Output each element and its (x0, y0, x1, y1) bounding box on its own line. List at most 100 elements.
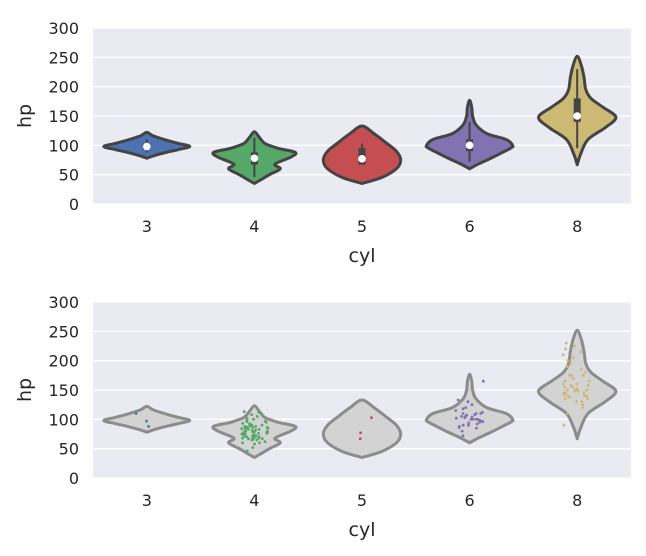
strip-point (243, 427, 247, 431)
strip-point (571, 376, 575, 380)
strip-point (475, 426, 478, 430)
strip-point (251, 446, 255, 449)
violin-6 (424, 372, 515, 445)
strip-point (359, 431, 362, 435)
strip-point (569, 362, 573, 365)
strip-point (585, 394, 588, 398)
strip-point (575, 382, 579, 386)
strip-point (467, 421, 471, 425)
strip-point (466, 400, 470, 404)
strip-point (566, 359, 570, 363)
strip-point (255, 415, 259, 418)
strip-point (470, 415, 474, 419)
strip-point (574, 388, 578, 392)
strip-point (250, 423, 254, 427)
x-tick-label: 3 (142, 491, 152, 510)
y-tick-label: 300 (48, 19, 79, 38)
x-tick-label: 5 (357, 217, 367, 236)
strip-point (250, 429, 254, 432)
strip-point (257, 432, 260, 435)
y-tick-label: 200 (48, 352, 79, 371)
strip-point (134, 412, 138, 415)
strip-point (586, 397, 589, 401)
strip-point (370, 416, 373, 419)
strip-point (456, 398, 460, 402)
strip-point (576, 389, 580, 393)
strip-point (564, 347, 567, 351)
strip-point (251, 434, 255, 438)
strip-point (469, 417, 473, 421)
strip-point (243, 434, 247, 438)
strip-point (562, 423, 566, 427)
strip-point (241, 441, 245, 445)
strip-point (587, 379, 591, 383)
strip-point (564, 397, 567, 401)
strip-point (244, 429, 248, 433)
y-tick-label: 250 (48, 322, 79, 341)
violin-5 (321, 398, 403, 459)
strip-point (561, 353, 565, 357)
strip-point (461, 423, 465, 427)
strip-point (243, 425, 247, 428)
strip-point (246, 427, 250, 431)
strip-point (582, 391, 586, 395)
strip-point (581, 403, 585, 407)
violin-median (358, 155, 366, 163)
strip-point (470, 403, 474, 407)
x-tick-label: 6 (465, 491, 475, 510)
x-axis-label: cyl (349, 519, 376, 541)
strip-point (251, 426, 255, 429)
chart-violin-strip-bottom: 0 50 100 150 200 250 300 3 4 5 6 8 cyl hp (14, 293, 631, 541)
violin-median (465, 141, 474, 150)
y-axis-label: hp (14, 104, 36, 128)
strip-point (565, 365, 569, 368)
strip-point (254, 434, 258, 438)
strip-point (476, 417, 480, 421)
y-tick-label: 150 (48, 107, 79, 126)
strip-point (260, 412, 263, 415)
y-tick-label: 150 (48, 381, 79, 400)
y-tick-label: 0 (69, 195, 79, 214)
strip-point (252, 417, 256, 421)
strip-point (562, 391, 566, 395)
strip-point (563, 379, 567, 383)
y-tick-label: 100 (48, 410, 79, 429)
violin-median (573, 112, 581, 120)
strip-point (583, 371, 587, 374)
strip-point (251, 437, 255, 441)
strip-point (260, 437, 264, 441)
strip-point (257, 427, 261, 431)
strip-point (566, 394, 570, 398)
x-tick-label: 8 (572, 217, 582, 236)
strip-point (358, 437, 362, 441)
strip-point (573, 344, 576, 348)
violin-median (250, 154, 259, 163)
strip-point (579, 350, 583, 354)
strip-point (579, 368, 583, 371)
strip-point (481, 379, 485, 383)
strip-point (241, 422, 245, 425)
x-tick-label: 6 (465, 217, 475, 236)
strip-point (260, 423, 264, 427)
strip-point (265, 426, 269, 429)
strip-point (255, 438, 259, 442)
strip-point (575, 400, 578, 404)
strip-point (563, 385, 567, 389)
strip-point (241, 433, 245, 436)
strip-point (454, 409, 458, 412)
violin-3 (102, 404, 192, 434)
strip-point (258, 441, 261, 445)
strip-point (250, 413, 254, 416)
strip-point (257, 410, 261, 414)
x-tick-label: 5 (357, 491, 367, 510)
x-tick-label: 8 (572, 491, 582, 510)
strip-point (457, 426, 461, 429)
strip-point (571, 356, 575, 360)
strip-point (571, 385, 575, 389)
y-tick-label: 50 (59, 166, 79, 185)
strip-point (472, 417, 475, 421)
strip-point (564, 341, 568, 345)
strip-point (254, 425, 258, 428)
strip-point (245, 449, 249, 453)
